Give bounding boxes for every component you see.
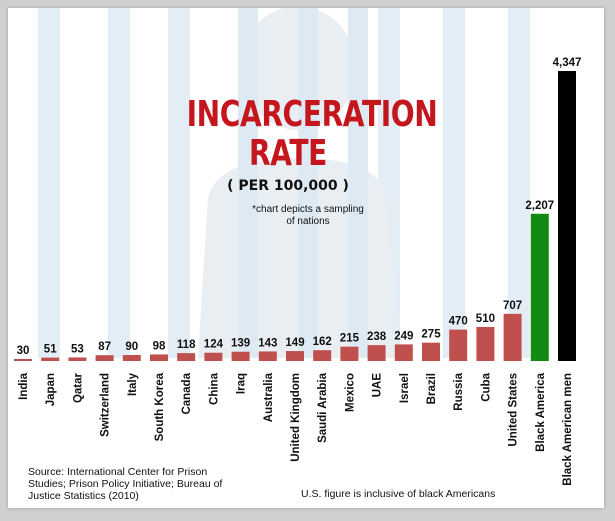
bar-india [14,358,32,361]
category-label: Iraq [236,373,248,394]
category-label: Mexico [344,373,356,412]
value-label: 98 [153,340,166,352]
category-label: Brazil [426,373,438,404]
value-labels-group: 30 51 53 87 90 98 118 124 139 143 149 162 215 238 249 2… [17,57,582,357]
category-label: Russia [453,372,465,410]
category-label: Cuba [480,372,492,401]
us-figure-note: U.S. figure is inclusive of black Americ… [301,488,496,500]
bar-qatar [68,357,87,361]
value-label: 143 [258,337,277,349]
value-label: 90 [125,341,138,353]
value-label: 30 [17,345,30,357]
category-label: Black America [535,372,547,451]
category-labels-group: India Japan Qatar Switzerland Italy South Kor… [18,372,574,485]
bar-japan [41,357,60,361]
value-label: 87 [98,341,111,353]
value-label: 215 [340,333,360,345]
prison-bars-figure-background [38,8,530,358]
bar-switzerland [95,355,114,361]
value-label: 139 [231,338,250,350]
value-label: 4,347 [553,57,582,69]
category-label: China [208,372,220,405]
category-label: Japan [45,373,57,406]
source-note: Source: International Center for Prison … [28,466,223,502]
bar-cuba [476,326,495,361]
chart-card: INCARCERATION RATE ( PER 100,000 ) *char… [8,8,604,508]
value-label: 118 [177,339,196,351]
bar-united-kingdom [286,351,304,361]
category-label: South Korea [154,372,166,441]
value-label: 162 [313,336,332,348]
category-label: Israel [399,373,411,403]
category-label: United Kingdom [290,373,302,462]
chart-note: *chart depicts a sampling of nations [252,204,364,227]
value-label: 510 [476,313,495,325]
value-label: 275 [421,329,441,341]
category-label: Qatar [72,372,84,403]
bar-chart: 30 51 53 87 90 98 118 124 139 143 149 162 215 238 249 2… [14,57,582,486]
bar-china [204,352,223,361]
value-label: 249 [394,330,413,342]
category-label: Canada [181,372,193,414]
bar-saudi-arabia [313,350,332,361]
category-label: Italy [127,372,139,396]
bar-black-america [530,213,549,361]
category-label: Australia [263,372,275,422]
bar-iraq [231,351,250,361]
category-label: Saudi Arabia [317,372,329,442]
category-label: India [18,372,30,399]
bar-italy [122,354,141,361]
category-label: Switzerland [100,373,112,437]
bar-mexico [340,346,359,361]
bars-group [14,71,576,361]
bar-uae [367,345,386,361]
bar-brazil [422,342,440,361]
category-label: Black American men [562,373,574,486]
bar-south-korea [150,354,168,361]
value-label: 149 [285,337,304,349]
value-label: 124 [204,339,224,351]
value-label: 2,207 [525,200,554,212]
bar-israel [394,344,413,361]
bar-australia [258,351,277,361]
chart-title-line2: RATE [249,133,327,174]
bar-united-states [503,313,522,361]
category-label: United States [508,373,520,447]
category-label: UAE [372,373,384,398]
value-label: 238 [367,331,387,343]
value-label: 51 [44,344,57,356]
chart-subtitle: ( PER 100,000 ) [227,178,349,194]
bar-russia [449,329,468,361]
bar-canada [177,353,196,361]
value-label: 707 [503,300,522,312]
value-label: 470 [449,316,468,328]
value-label: 53 [71,343,84,355]
bar-black-american-men [558,71,576,361]
